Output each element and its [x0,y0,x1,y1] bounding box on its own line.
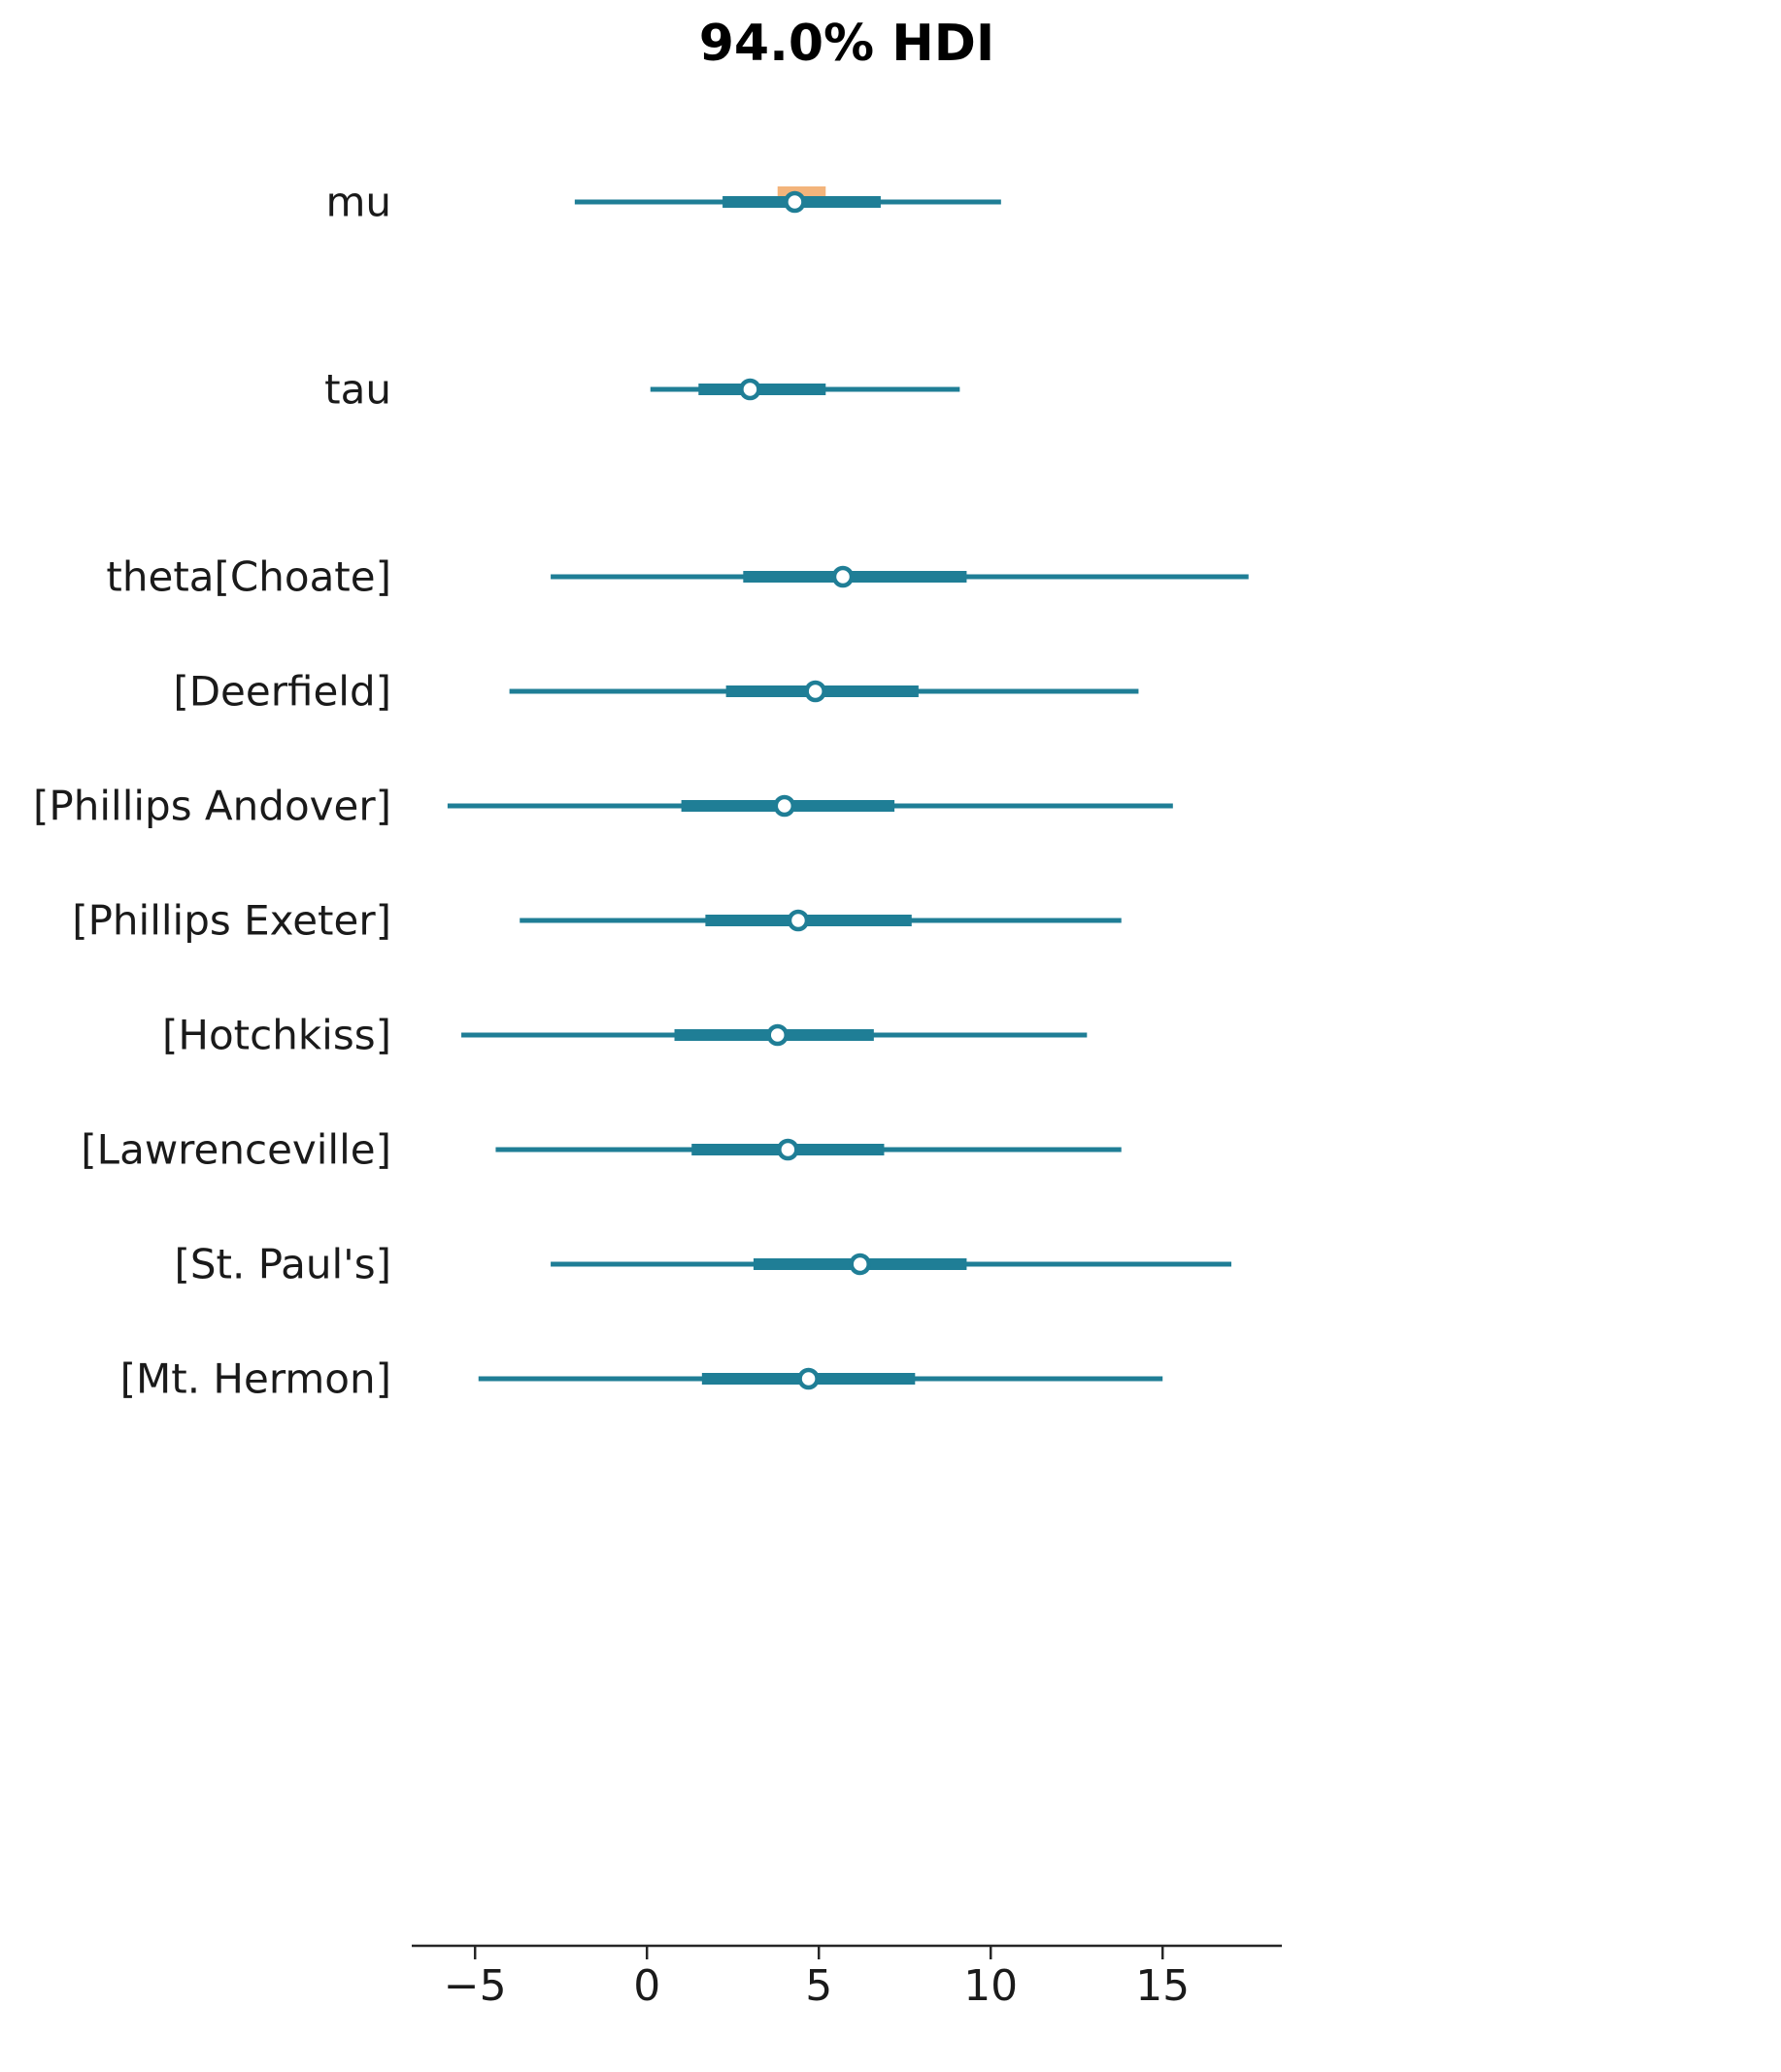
chart-title: 94.0% HDI [699,15,995,73]
rows-layer: mu tau theta[Choate] [Deerfield] [Phillips A… [33,179,1249,1403]
x-tick-label: 15 [1135,1961,1190,2011]
median-marker [797,1367,820,1390]
row-label: [Phillips Exeter] [72,897,391,945]
row-label: theta[Choate] [106,553,391,601]
row-label: [Phillips Andover] [33,783,391,830]
row-label: tau [324,366,391,414]
x-tick-label: 5 [805,1961,832,2011]
median-marker [849,1253,871,1276]
row-label: mu [325,179,391,226]
median-marker [739,378,761,401]
x-axis: −5 0 5 10 15 [412,1944,1282,2011]
median-marker [766,1023,789,1047]
median-marker [777,1138,799,1161]
row-label: [Hotchkiss] [162,1012,391,1059]
row-label: [Mt. Hermon] [120,1355,391,1403]
row-label: [Deerfield] [173,668,391,716]
x-tick-label: 0 [633,1961,660,2011]
median-marker [831,565,855,588]
row-label: [St. Paul's] [175,1241,392,1288]
median-marker [804,680,826,703]
median-marker [784,190,806,214]
row-label: [Lawrenceville] [81,1126,391,1174]
x-tick-label: 10 [963,1961,1018,2011]
median-marker [787,909,810,932]
median-marker [773,794,796,818]
x-tick-label: −5 [444,1961,507,2011]
